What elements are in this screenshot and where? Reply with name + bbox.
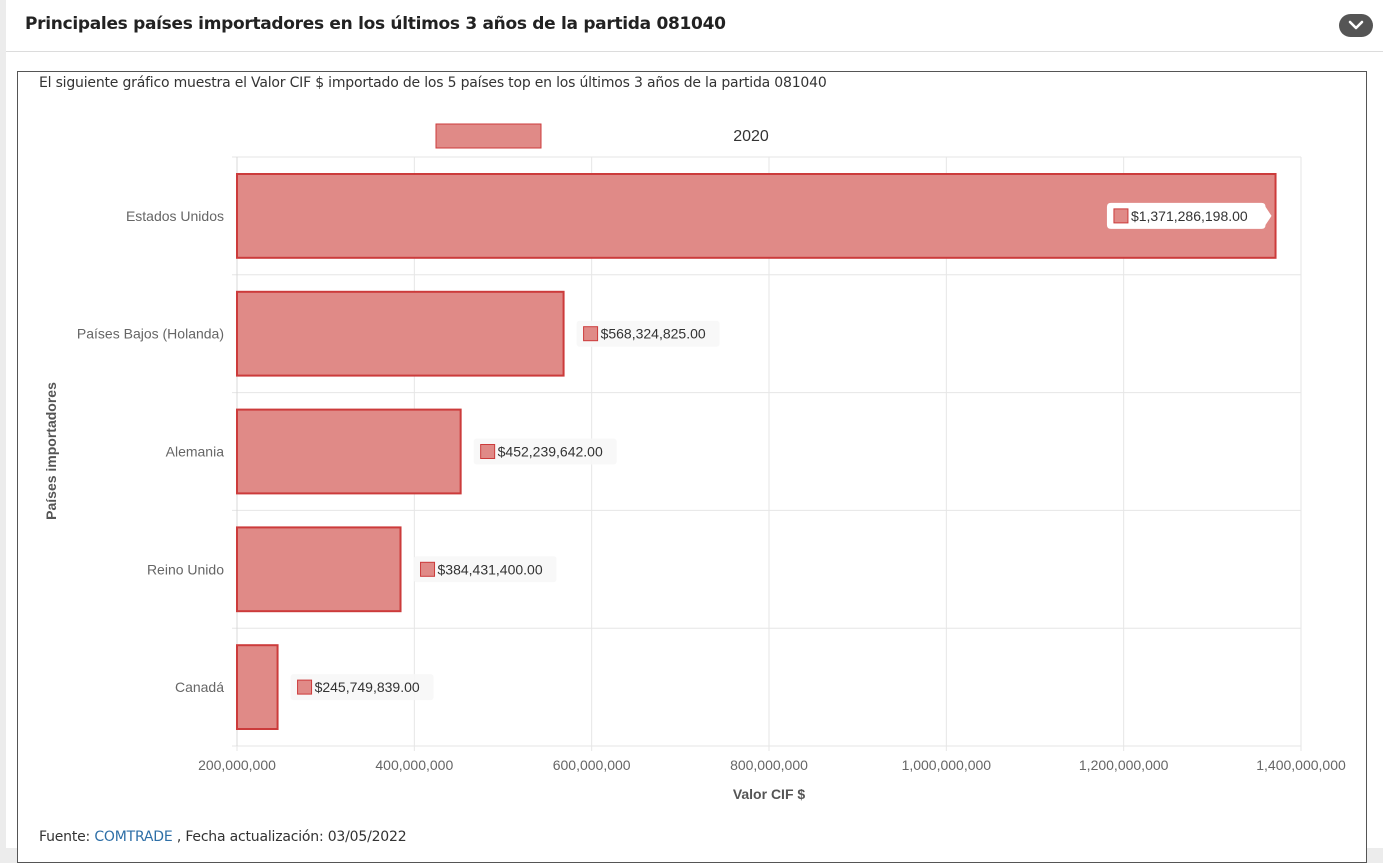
x-tick-label: 1,000,000,000 xyxy=(902,757,992,773)
y-tick-label: Estados Unidos xyxy=(126,208,224,224)
x-tick-label: 1,400,000,000 xyxy=(1256,757,1346,773)
value-label: $384,431,400.00 xyxy=(438,561,543,577)
bar xyxy=(236,173,1277,259)
value-label: $452,239,642.00 xyxy=(498,444,603,460)
value-label-swatch xyxy=(583,326,599,342)
x-axis-title: Valor CIF $ xyxy=(733,786,806,802)
value-label: $568,324,825.00 xyxy=(601,326,706,342)
value-label: $245,749,839.00 xyxy=(315,679,420,695)
value-label-bg xyxy=(473,438,617,465)
y-tick-label: Reino Unido xyxy=(147,561,224,577)
value-label: $1,371,286,198.00 xyxy=(1131,208,1248,224)
bar xyxy=(236,408,462,495)
value-label-bg xyxy=(290,674,434,701)
value-label-swatch xyxy=(420,561,436,577)
value-label-swatch xyxy=(297,679,313,695)
x-tick-label: 400,000,000 xyxy=(375,757,453,773)
x-tick-label: 1,200,000,000 xyxy=(1079,757,1169,773)
source-label: Fuente: xyxy=(39,829,91,845)
y-axis-title: Países importadores xyxy=(43,382,59,520)
y-tick-label: Alemania xyxy=(166,444,225,460)
collapse-button[interactable] xyxy=(1339,14,1373,37)
value-label-bg xyxy=(576,320,720,347)
legend-label: 2020 xyxy=(733,128,769,145)
x-tick-label: 600,000,000 xyxy=(553,757,631,773)
chevron-down-icon xyxy=(1348,20,1364,30)
x-tick-label: 800,000,000 xyxy=(730,757,808,773)
value-label-bg xyxy=(1106,202,1272,229)
bar xyxy=(236,290,565,377)
value-label-bg xyxy=(413,556,557,583)
source-link[interactable]: COMTRADE xyxy=(94,829,173,845)
bar xyxy=(236,526,402,613)
panel-header: Principales países importadores en los ú… xyxy=(6,0,1383,52)
chart-description: El siguiente gráfico muestra el Valor CI… xyxy=(39,75,827,91)
x-tick-label: 200,000,000 xyxy=(198,757,276,773)
y-tick-label: Países Bajos (Holanda) xyxy=(77,326,224,342)
legend-swatch xyxy=(435,123,542,149)
y-tick-label: Canadá xyxy=(175,679,224,695)
value-label-swatch xyxy=(480,444,496,459)
bar xyxy=(236,644,279,731)
footer: Fuente: COMTRADE , Fecha actualización: … xyxy=(39,829,407,845)
value-label-swatch xyxy=(1113,208,1129,224)
updated-text: , Fecha actualización: 03/05/2022 xyxy=(176,829,407,845)
panel-title: Principales países importadores en los ú… xyxy=(25,14,726,34)
